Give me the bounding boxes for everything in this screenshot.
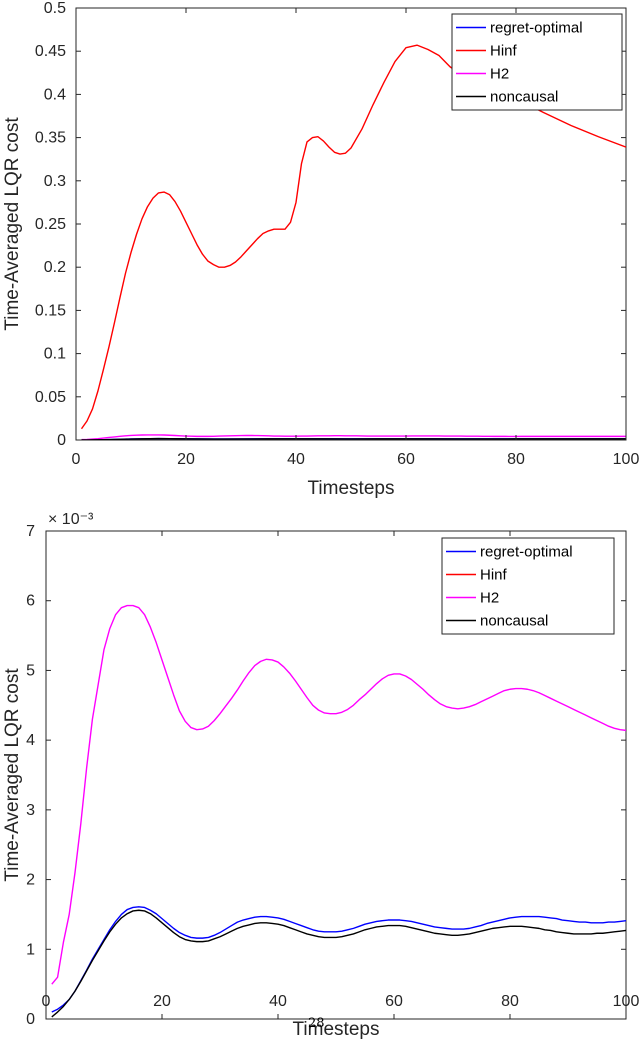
x-tick-label: 0 [42, 993, 51, 1010]
chart-top: 0 20 40 60 80 100 0 0.05 0.1 0.15 0.2 0.25 0.3 0.35 0.… [2, 0, 639, 499]
y-tick-label: 0.25 [35, 216, 66, 233]
series-group [51, 604, 626, 1018]
y-tick-label: 2 [26, 872, 35, 889]
legend-entry-regret-optimal: regret-optimal [490, 20, 583, 37]
y-tick-label: 4 [26, 732, 35, 749]
legend-entry-H2: H2 [480, 590, 499, 607]
legend-entry-noncausal: noncausal [480, 613, 548, 630]
y-tick-label: 1 [26, 941, 35, 958]
y-tick-label: 0.05 [35, 389, 66, 406]
x-tick-label: 20 [177, 451, 195, 468]
y-tick-label: 0.5 [44, 0, 66, 17]
y-tick-label: 5 [26, 662, 35, 679]
y-axis-label: Time-Averaged LQR cost [2, 668, 23, 882]
chart-bottom: 0 20 40 60 80 100 0 1 2 3 4 5 6 7 × 10⁻³ Timesteps Time-… [2, 511, 639, 1040]
series-line-H2 [51, 604, 626, 985]
legend: regret-optimal Hinf H2 noncausal [441, 537, 615, 635]
x-axis-label: Timesteps [293, 1019, 380, 1040]
legend-box [441, 537, 615, 635]
x-tick-label: 100 [613, 451, 640, 468]
legend-entry-noncausal: noncausal [490, 89, 558, 106]
series-line-noncausal [81, 437, 626, 440]
series-line-H2 [81, 434, 626, 440]
legend-entry-H2: H2 [490, 66, 509, 83]
x-tick-label: 40 [287, 451, 305, 468]
x-tick-label: 0 [72, 451, 81, 468]
y-tick-label: 0 [26, 1011, 35, 1028]
x-tick-label: 100 [613, 993, 640, 1010]
legend-box [451, 13, 623, 111]
x-axis-label: Timesteps [308, 478, 395, 499]
y-axis-label: Time-Averaged LQR cost [2, 117, 23, 331]
y-tick-label: 3 [26, 802, 35, 819]
series-line-noncausal [51, 909, 626, 1018]
y-tick-label: 0.45 [35, 43, 66, 60]
y-tick-label: 0.15 [35, 302, 66, 319]
series-line-regret-optimal [51, 906, 626, 1013]
legend-entry-Hinf: Hinf [480, 567, 508, 584]
x-tick-label: 80 [501, 993, 519, 1010]
x-tick-label: 60 [397, 451, 415, 468]
x-tick-label: 40 [269, 993, 287, 1010]
y-tick-label: 0.3 [44, 173, 66, 190]
y-tick-label: 7 [26, 523, 35, 540]
y-tick-label: 0.35 [35, 130, 66, 147]
x-tick-label: 20 [153, 993, 171, 1010]
x-tick-label: 80 [507, 451, 525, 468]
legend-entry-Hinf: Hinf [490, 43, 518, 60]
page-number: 28 [308, 1016, 325, 1031]
series-line-Hinf [80, 44, 626, 430]
y-tick-label: 0.4 [44, 86, 66, 103]
legend: regret-optimal Hinf H2 noncausal [451, 13, 623, 111]
y-tick-label: 6 [26, 593, 35, 610]
series-group [80, 44, 626, 440]
y-tick-label: 0 [57, 432, 66, 449]
legend-entry-regret-optimal: regret-optimal [480, 544, 573, 561]
y-axis-exponent: × 10⁻³ [48, 511, 94, 528]
y-tick-label: 0.1 [44, 346, 66, 363]
y-tick-label: 0.2 [44, 259, 66, 276]
x-tick-label: 60 [385, 993, 403, 1010]
